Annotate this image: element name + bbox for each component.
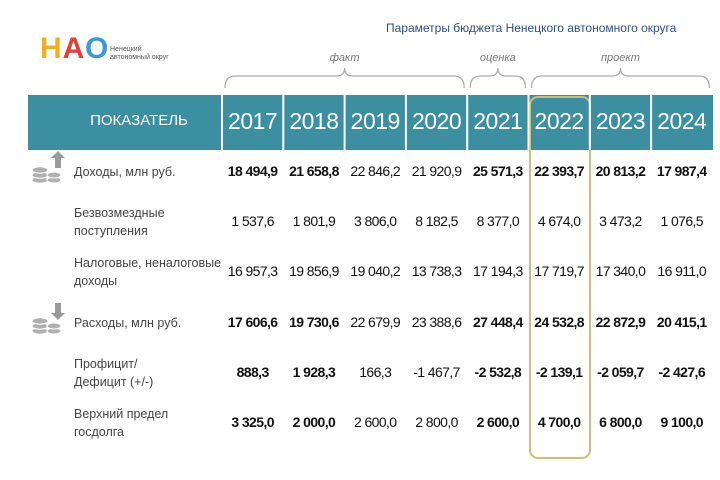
cell-value: -2 532,8 bbox=[474, 364, 522, 380]
year: 2022 bbox=[534, 108, 585, 134]
arrow bbox=[51, 151, 65, 168]
cell-value: 8 182,5 bbox=[415, 213, 458, 229]
cell-value: 1 928,3 bbox=[292, 364, 336, 380]
period-bracket bbox=[224, 67, 465, 89]
logo-letter: А bbox=[62, 32, 85, 65]
icon bbox=[31, 303, 65, 335]
cell-value: 2 600,0 bbox=[476, 414, 520, 430]
column-header: ПОКАЗАТЕЛЬ bbox=[90, 112, 188, 129]
period-label: проект bbox=[600, 52, 640, 64]
cell-value: 1 076,5 bbox=[660, 213, 703, 229]
coin bbox=[46, 322, 62, 330]
coin bbox=[31, 317, 49, 325]
cell-value: 13 738,3 bbox=[411, 263, 462, 279]
year: 2024 bbox=[657, 108, 707, 134]
cell-value: -2 059,7 bbox=[597, 364, 644, 380]
cell-value: 8 377,0 bbox=[476, 213, 520, 229]
logo: НАО bbox=[40, 32, 109, 66]
cell-value: -1 467,7 bbox=[413, 364, 460, 380]
year: 2023 bbox=[595, 108, 646, 134]
cell-value: 3 325,0 bbox=[231, 414, 274, 430]
cell-value: 20 415,1 bbox=[656, 314, 707, 330]
cell-value: 1 537,6 bbox=[231, 213, 274, 229]
cell-value: 166,3 bbox=[359, 364, 392, 380]
cell-value: 4 674,0 bbox=[537, 213, 581, 229]
cell-value: 18 494,9 bbox=[227, 163, 278, 179]
period-bracket bbox=[530, 67, 710, 89]
cell-value: 3 806,0 bbox=[353, 213, 397, 229]
logo-letter: О bbox=[84, 32, 110, 65]
cell-value: 17 987,4 bbox=[656, 163, 707, 179]
row-label: Профицит/ Дефицит (+/-) bbox=[74, 357, 154, 389]
cell-value: 888,3 bbox=[236, 364, 270, 380]
year: 2018 bbox=[289, 108, 339, 134]
cell-value: 22 846,2 bbox=[350, 163, 401, 179]
cell-value: 25 571,3 bbox=[472, 163, 523, 179]
cell-value: 3 473,2 bbox=[599, 213, 642, 229]
cell-value: -2 139,1 bbox=[535, 364, 583, 380]
year: 2017 bbox=[228, 108, 278, 134]
cell-value: 2 600,0 bbox=[353, 414, 397, 430]
logo-caption: Ненецкий автономный округ bbox=[110, 46, 169, 61]
header-band bbox=[28, 95, 713, 150]
arrow bbox=[51, 303, 65, 320]
highlight-frame bbox=[529, 96, 591, 459]
period-label: оценка bbox=[479, 52, 516, 64]
row-label: Расходы, млн руб. bbox=[74, 316, 182, 330]
cell-value: 22 872,9 bbox=[595, 314, 646, 330]
cell-value: 17 340,0 bbox=[595, 263, 646, 279]
cell-value: 16 957,3 bbox=[227, 263, 278, 279]
cell-value: 17 194,3 bbox=[472, 263, 523, 279]
cell-value: 22 679,9 bbox=[350, 314, 401, 330]
cell-value: 16 911,0 bbox=[657, 263, 707, 279]
cell-value: 22 393,7 bbox=[534, 163, 584, 179]
cell-value: 6 800,0 bbox=[599, 414, 642, 430]
cell-value: 17 719,7 bbox=[534, 263, 584, 279]
cell-value: 2 000,0 bbox=[292, 414, 336, 430]
title: Параметры бюджета Ненецкого автономного … bbox=[386, 21, 677, 35]
cell-value: 17 606,6 bbox=[227, 314, 278, 330]
cell-value: 21 920,9 bbox=[411, 163, 462, 179]
row-label: Безвозмездные поступления bbox=[74, 206, 165, 238]
cell-value: 23 388,6 bbox=[411, 314, 462, 330]
cell-value: 2 800,0 bbox=[415, 414, 458, 430]
year: 2019 bbox=[350, 108, 401, 134]
year: 2020 bbox=[411, 108, 462, 134]
row-label: Доходы, млн руб. bbox=[74, 165, 176, 179]
cell-value: 9 100,0 bbox=[660, 414, 703, 430]
row-label: Налоговые, неналоговые доходы bbox=[74, 256, 222, 288]
period-bracket bbox=[469, 67, 527, 89]
row-label: Верхний предел госдолга bbox=[74, 407, 169, 439]
cell-value: 1 801,9 bbox=[292, 213, 336, 229]
coin bbox=[31, 166, 49, 174]
logo-letter: Н bbox=[40, 32, 63, 65]
period-label: факт bbox=[329, 52, 360, 64]
cell-value: 21 658,8 bbox=[289, 163, 339, 179]
cell-value: -2 427,6 bbox=[658, 364, 706, 380]
cell-value: 27 448,4 bbox=[472, 314, 523, 330]
icon bbox=[31, 151, 65, 184]
year: 2021 bbox=[473, 108, 523, 134]
cell-value: 19 856,9 bbox=[289, 263, 339, 279]
cell-value: 4 700,0 bbox=[537, 414, 581, 430]
cell-value: 19 730,6 bbox=[289, 314, 339, 330]
cell-value: 19 040,2 bbox=[350, 263, 401, 279]
cell-value: 20 813,2 bbox=[595, 163, 646, 179]
cell-value: 24 532,8 bbox=[534, 314, 584, 330]
coin bbox=[46, 171, 62, 179]
